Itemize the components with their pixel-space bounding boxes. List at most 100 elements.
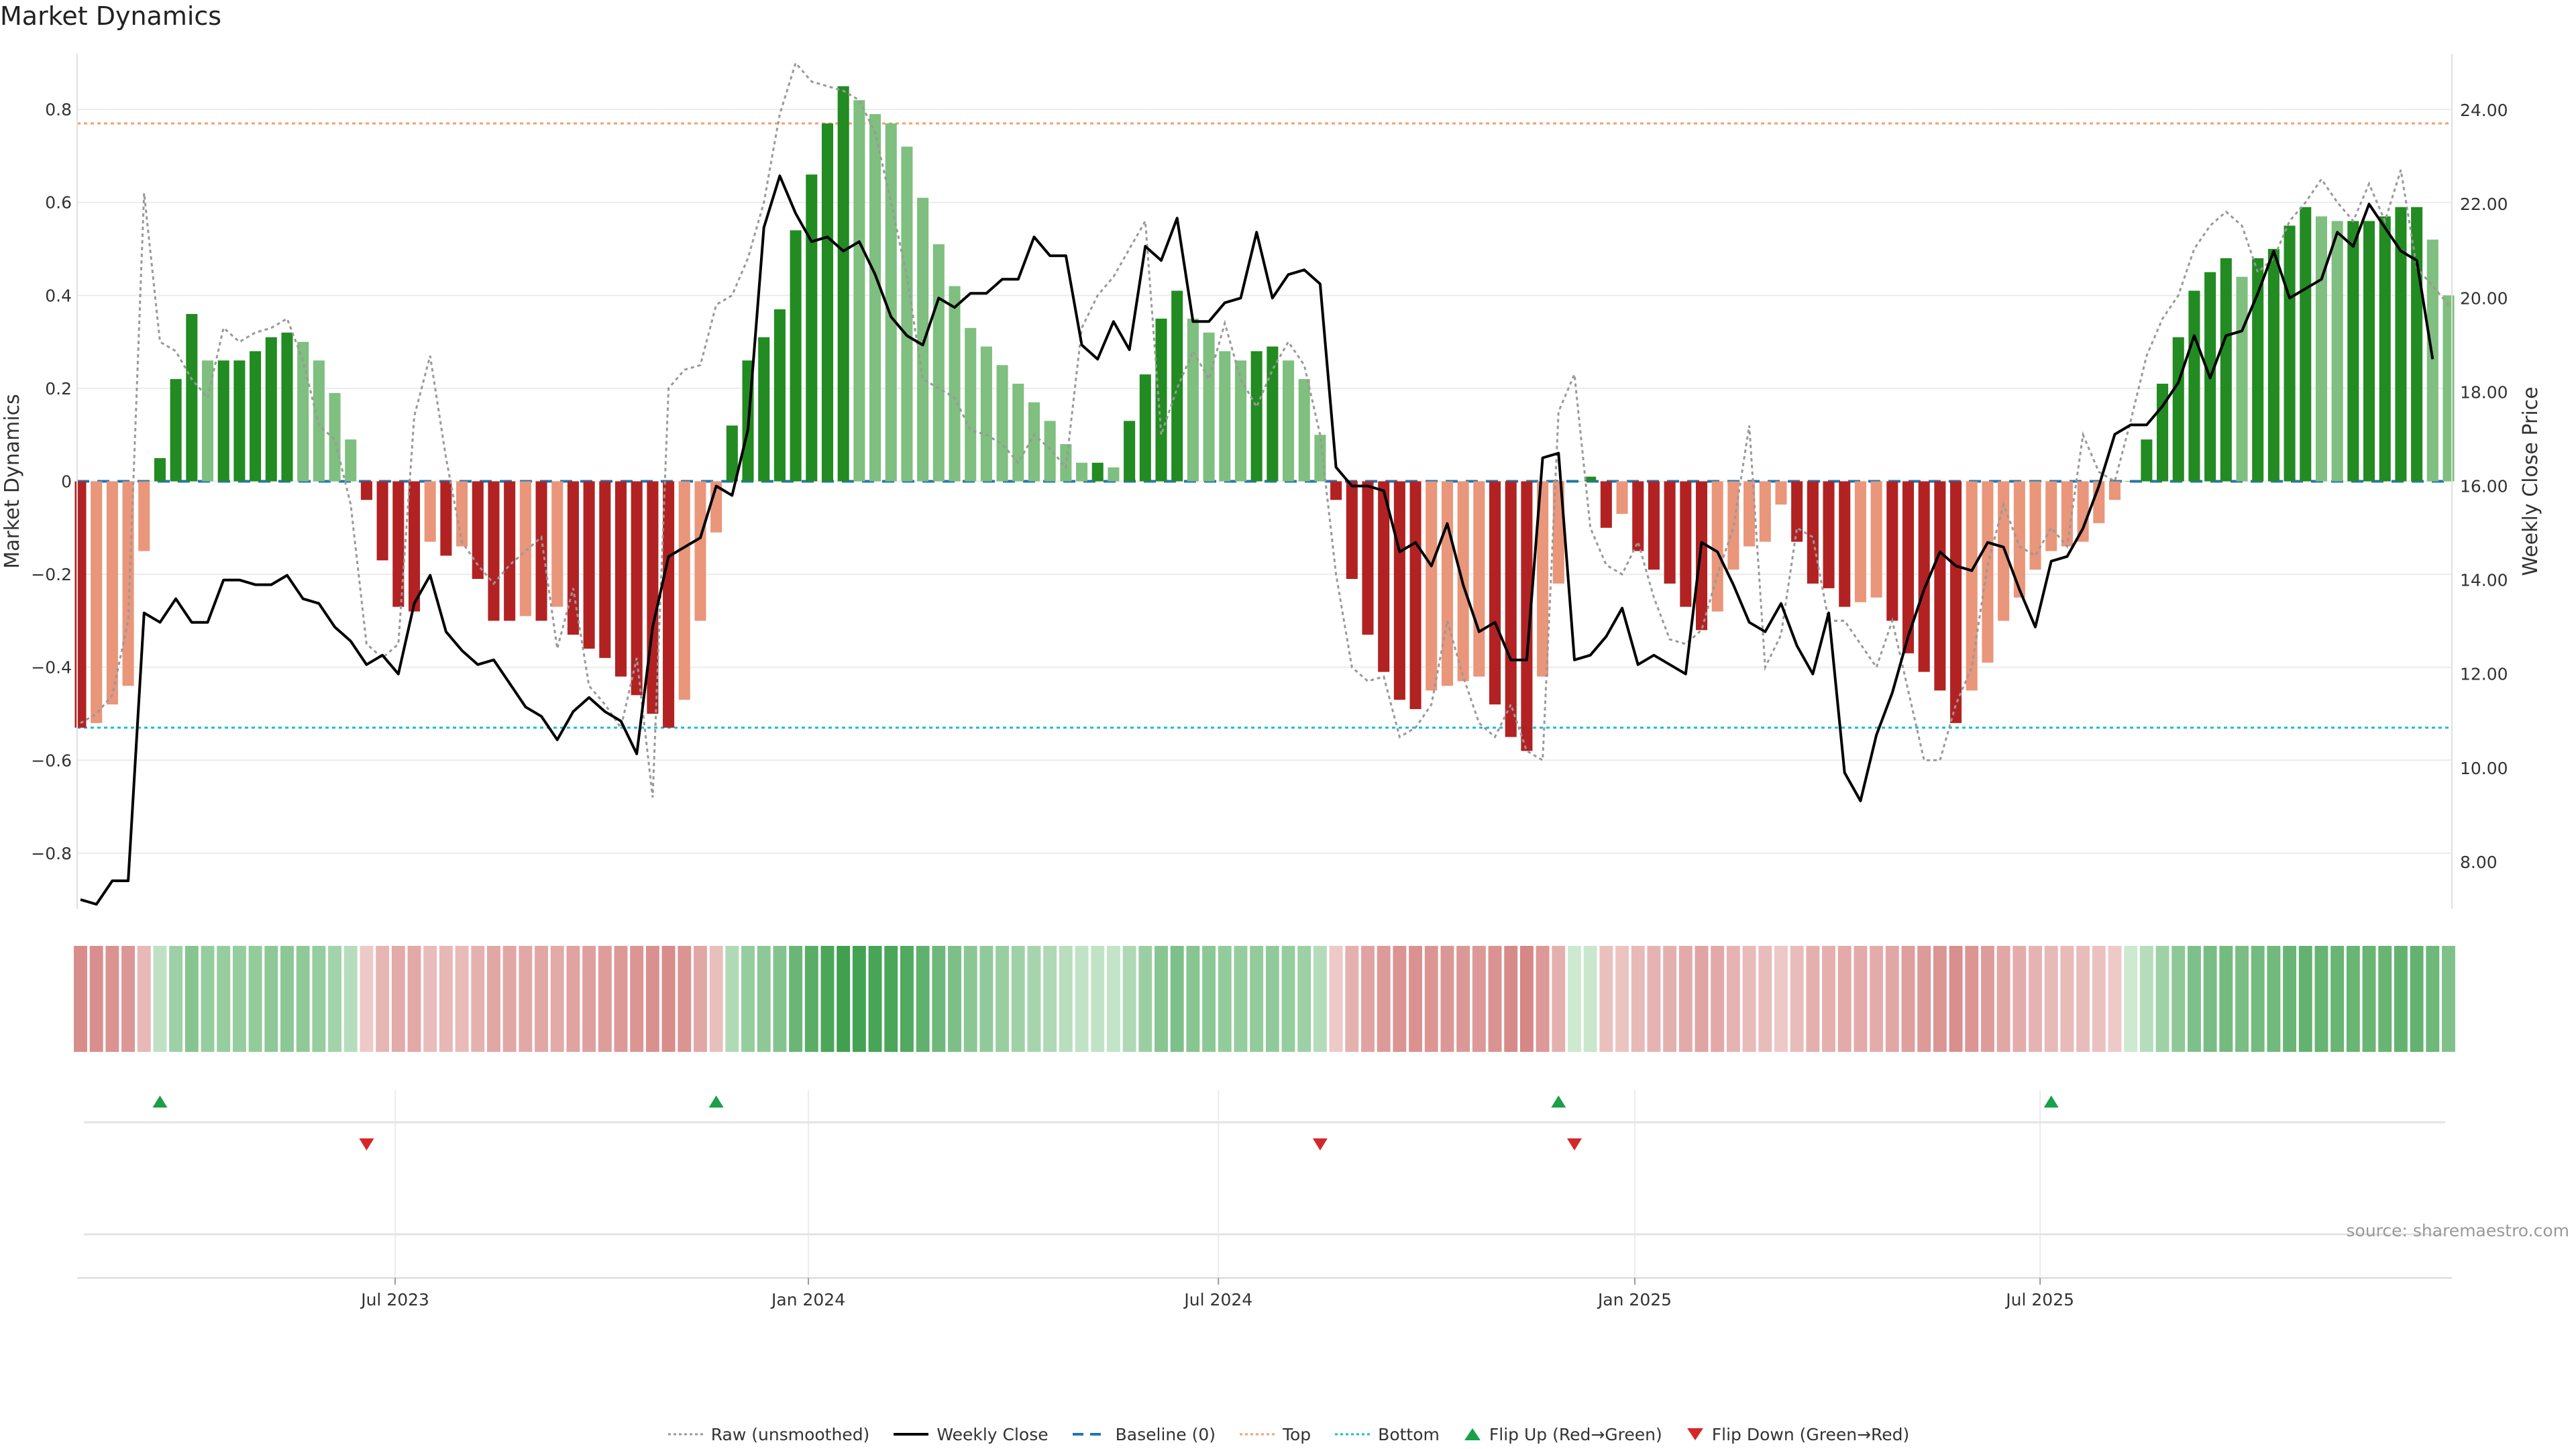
bar xyxy=(2395,207,2407,482)
bar xyxy=(996,365,1008,482)
bar xyxy=(376,481,388,561)
heat-cell xyxy=(1377,946,1391,1052)
heat-cell xyxy=(312,946,326,1052)
x-tick-label: Jan 2024 xyxy=(770,1290,845,1309)
heat-cell xyxy=(2235,946,2249,1052)
bar xyxy=(1695,481,1708,631)
bar xyxy=(1362,481,1374,635)
heat-cell xyxy=(1440,946,1454,1052)
y2-tick-label: 16.00 xyxy=(2460,477,2508,496)
heat-cell xyxy=(455,946,469,1052)
bar xyxy=(488,481,500,621)
heat-cell xyxy=(1711,946,1725,1052)
bar xyxy=(1823,481,1835,588)
bar xyxy=(535,481,547,621)
bar xyxy=(345,439,357,482)
heat-cell xyxy=(1424,946,1438,1052)
bar xyxy=(1902,481,1915,653)
flip-up-marker xyxy=(708,1095,724,1108)
legend-swatch-baseline xyxy=(1072,1433,1108,1436)
heat-cell xyxy=(1583,946,1597,1052)
y2-tick-label: 24.00 xyxy=(2460,101,2508,120)
bar xyxy=(614,481,627,677)
heat-cell xyxy=(1663,946,1677,1052)
heat-cell xyxy=(2298,946,2312,1052)
heat-cell xyxy=(2076,946,2090,1052)
heat-cell xyxy=(153,946,167,1052)
heat-cell xyxy=(1615,946,1629,1052)
heat-cell xyxy=(328,946,342,1052)
heat-cell xyxy=(217,946,231,1052)
bar xyxy=(1807,481,1819,584)
bar xyxy=(2045,481,2057,551)
heat-cell xyxy=(1742,946,1756,1052)
bar xyxy=(456,481,468,547)
bar xyxy=(2188,290,2200,482)
heat-cell xyxy=(837,946,851,1052)
bar xyxy=(2267,249,2279,482)
heat-cell xyxy=(1917,946,1931,1052)
legend-swatch-close xyxy=(894,1433,929,1436)
heat-cell xyxy=(1170,946,1184,1052)
heat-cell xyxy=(1186,946,1200,1052)
flip-up-marker xyxy=(2043,1095,2059,1108)
heat-cell xyxy=(694,946,707,1052)
bar xyxy=(329,392,341,482)
heat-cell xyxy=(1981,946,1994,1052)
reference-lines xyxy=(77,122,2452,729)
bar xyxy=(519,481,531,616)
bar xyxy=(1537,481,1549,677)
heat-cell xyxy=(1043,946,1057,1052)
heat-cell xyxy=(2378,946,2392,1052)
heat-cell xyxy=(630,946,644,1052)
heat-cell xyxy=(1122,946,1136,1052)
legend-item-flip-up: Flip Up (Red→Green) xyxy=(1462,1425,1662,1444)
heat-cell xyxy=(614,946,628,1052)
y2-tick-label: 10.00 xyxy=(2460,759,2508,778)
bar xyxy=(170,379,182,482)
legend-label-baseline: Baseline (0) xyxy=(1115,1424,1216,1444)
heat-cell xyxy=(1901,946,1915,1052)
bar xyxy=(408,481,421,612)
bar xyxy=(1409,481,1421,710)
heat-cell xyxy=(709,946,723,1052)
heat-cell xyxy=(1933,946,1947,1052)
bar xyxy=(1330,481,1342,500)
bar xyxy=(2029,481,2041,570)
bar xyxy=(217,360,229,482)
heat-cell xyxy=(932,946,946,1052)
y-axis-title: Market Dynamics xyxy=(1,394,24,569)
bar xyxy=(1585,476,1597,482)
legend-label-top: Top xyxy=(1282,1424,1311,1444)
bar xyxy=(965,327,977,482)
heat-cell xyxy=(741,946,755,1052)
legend-swatch-top xyxy=(1239,1433,1275,1436)
bar xyxy=(869,114,881,482)
bar xyxy=(1012,383,1024,482)
heat-cell xyxy=(1695,946,1709,1052)
heat-cell xyxy=(2410,946,2424,1052)
bar xyxy=(1934,481,1946,691)
flip-down-marker xyxy=(359,1138,374,1150)
bar xyxy=(281,332,293,482)
heat-cell xyxy=(1519,946,1534,1052)
heat-cell xyxy=(2362,946,2376,1052)
bar xyxy=(694,481,706,621)
y-tick-label: 0.8 xyxy=(45,100,72,119)
heat-cell xyxy=(1599,946,1613,1052)
bar xyxy=(250,351,262,482)
flip-panel xyxy=(84,1090,2445,1278)
heat-cell xyxy=(1965,946,1979,1052)
heat-cell xyxy=(280,946,294,1052)
y-tick-label: 0.2 xyxy=(45,379,72,398)
heat-cell xyxy=(820,946,835,1052)
bar xyxy=(186,314,198,482)
heat-cell xyxy=(1536,946,1550,1052)
weekly-close-line xyxy=(80,174,2434,906)
bar xyxy=(1791,481,1803,542)
y-tick-label: 0 xyxy=(61,472,72,492)
heat-cell xyxy=(2187,946,2201,1052)
heat-cell xyxy=(916,946,930,1052)
bar xyxy=(1521,481,1533,751)
heat-cell xyxy=(963,946,977,1052)
